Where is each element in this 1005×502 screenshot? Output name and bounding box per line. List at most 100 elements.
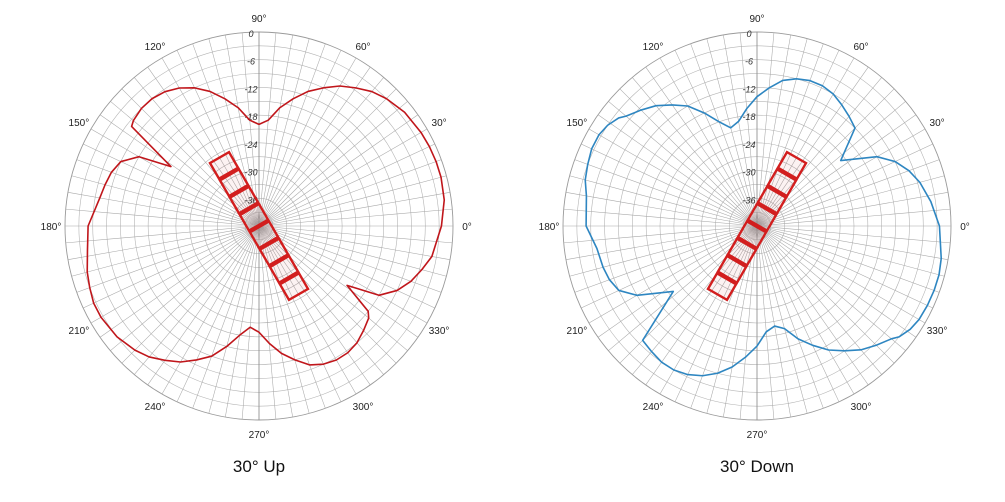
speaker-box [776,150,808,181]
grid-spoke [756,225,951,244]
grid-spoke [563,208,758,227]
grid-spoke [756,88,895,227]
grid-spoke [756,32,775,227]
angle-label: 240° [643,402,664,413]
grid-spoke [258,225,310,414]
grid-spoke [208,38,260,227]
grid-spoke [134,225,260,375]
speaker-box [716,254,748,285]
grid-spoke [258,101,408,227]
grid-spoke [756,43,824,227]
grid-spoke [258,225,384,375]
angle-label: 240° [145,402,166,413]
grid-spoke [756,225,926,324]
grid-spoke [756,225,855,395]
grid-spoke [161,225,260,395]
grid-spoke [756,225,869,386]
radial-tick-label: -12 [244,84,257,94]
chart-caption: 30° Down [720,457,794,476]
grid-spoke [258,192,451,227]
grid-spoke [597,225,758,338]
grid-spoke [674,225,758,402]
grid-spoke [241,225,260,420]
grid-spoke [241,32,260,227]
angle-label: 0° [960,222,970,233]
speaker-box [706,271,738,302]
grid-spoke [258,225,435,309]
grid-spoke [65,208,260,227]
grid-spoke [258,225,419,338]
grid-spoke [645,66,758,227]
grid-spoke [71,225,260,277]
grid-spoke [258,225,326,409]
grid-spoke [176,225,260,402]
chart-caption: 30° Up [233,457,285,476]
grid-spoke [608,101,758,227]
grid-spoke [258,225,453,244]
grid-spoke [581,225,758,309]
grid-spoke [756,50,840,227]
grid-spoke [258,114,419,227]
radial-tick-label: 0 [746,29,751,39]
speaker-box [218,167,250,198]
angle-label: 330° [927,326,948,337]
grid-spoke [258,225,342,402]
polar-chart-1: 0 -6 -12 -18 -24 -30 -36 0° 30° 60° 90° 120° 150° 180… [41,14,472,476]
grid-spoke [76,225,260,293]
grid-spoke [121,225,260,364]
angle-label: 150° [69,118,90,129]
grid-spoke [565,225,758,260]
grid-spoke [756,225,906,351]
angle-label: 120° [643,42,664,53]
grid-spoke [619,88,758,227]
grid-spoke [756,38,808,227]
grid-spoke [134,77,260,227]
radial-tick-label: -36 [742,195,755,205]
grid-spoke [258,128,428,227]
grid-spoke [83,143,260,227]
grid-spoke [258,38,310,227]
speaker-box [248,219,280,250]
angle-label: 210° [69,326,90,337]
grid-spoke [258,34,293,227]
angle-label: 150° [567,118,588,129]
grid-spoke [258,77,384,227]
grid-spoke [690,225,758,409]
radial-tick-label: -6 [745,57,753,67]
angle-label: 270° [249,430,270,441]
radial-tick-label: -12 [742,84,755,94]
grid-spoke [645,225,758,386]
radial-tick-label: -30 [742,168,755,178]
grid-spoke [176,50,260,227]
angle-label: 60° [355,42,370,53]
grid-spoke [99,225,260,338]
grid-spoke [65,225,260,244]
grid-spoke [258,225,357,395]
grid-spoke [258,66,371,227]
grid-spoke [756,143,933,227]
grid-spoke [706,38,758,227]
angle-label: 60° [853,42,868,53]
angle-label: 180° [539,222,560,233]
grid-spoke [192,43,260,227]
grid-spoke [147,225,260,386]
grid-spoke [258,225,447,277]
grid-spoke [574,225,758,293]
grid-spoke [597,114,758,227]
angle-label: 0° [462,222,472,233]
grid-spoke [756,114,917,227]
grid-spoke [147,66,260,227]
speaker-box [736,219,768,250]
grid-spoke [706,225,758,414]
angle-label: 90° [749,14,764,25]
grid-spoke [161,57,260,227]
grid-spoke [756,66,869,227]
grid-spoke [756,225,824,409]
speaker-box [278,271,310,302]
grid-spoke [723,34,758,227]
radial-tick-label: -24 [244,140,257,150]
speaker-box [756,185,788,215]
grid-spoke [569,225,758,277]
grid-spoke [756,225,808,414]
grid-spoke [258,50,342,227]
